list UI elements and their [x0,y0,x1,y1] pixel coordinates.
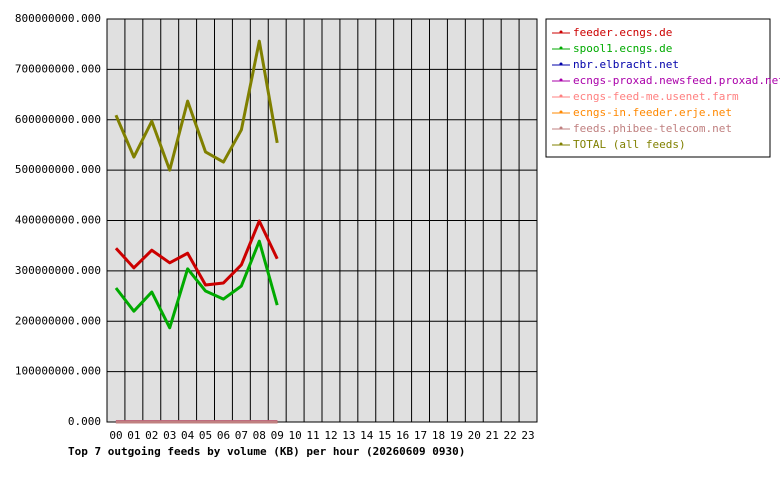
y-tick-label: 300000000.000 [15,264,101,277]
legend-marker [559,78,563,82]
y-tick-label: 200000000.000 [15,314,101,327]
y-tick-label: 0.000 [68,415,101,428]
x-tick-label: 11 [306,429,319,442]
y-tick-label: 700000000.000 [15,62,101,75]
x-tick-label: 16 [396,429,409,442]
x-tick-label: 01 [127,429,140,442]
legend-marker [559,126,563,130]
x-tick-label: 20 [468,429,481,442]
legend-marker [559,110,563,114]
legend-label: feeds.phibee-telecom.net [573,122,732,135]
x-tick-label: 03 [163,429,176,442]
legend-marker [559,94,563,98]
y-tick-label: 100000000.000 [15,365,101,378]
x-tick-label: 18 [432,429,445,442]
x-tick-label: 19 [450,429,463,442]
legend-label: nbr.elbracht.net [573,58,679,71]
x-tick-label: 10 [289,429,302,442]
legend-label: ecngs-proxad.newsfeed.proxad.net [573,74,780,87]
x-tick-label: 02 [145,429,158,442]
series-line [114,39,279,172]
x-tick-label: 12 [324,429,337,442]
x-tick-label: 04 [181,429,195,442]
y-tick-label: 800000000.000 [15,12,101,25]
x-tick-label: 08 [253,429,266,442]
x-tick-label: 05 [199,429,212,442]
legend-box [545,18,771,158]
x-tick-label: 15 [378,429,391,442]
x-tick-label: 22 [504,429,517,442]
legend-label: ecngs-in.feeder.erje.net [573,106,732,119]
x-tick-label: 07 [235,429,248,442]
y-tick-label: 500000000.000 [15,163,101,176]
x-tick-label: 17 [414,429,427,442]
x-tick-label: 14 [360,429,374,442]
legend-marker [559,62,563,66]
x-tick-label: 13 [342,429,355,442]
y-tick-label: 600000000.000 [15,113,101,126]
legend-label: ecngs-feed-me.usenet.farm [573,90,739,103]
x-tick-label: 00 [109,429,122,442]
legend-marker [559,30,563,34]
series-line [114,239,279,330]
legend-marker [559,46,563,50]
y-tick-label: 400000000.000 [15,214,101,227]
legend-label: feeder.ecngs.de [573,26,672,39]
x-tick-label: 06 [217,429,230,442]
legend-marker [559,142,563,146]
x-tick-label: 09 [271,429,284,442]
legend-label: spool1.ecngs.de [573,42,672,55]
legend-label: TOTAL (all feeds) [573,138,686,151]
x-tick-label: 23 [521,429,534,442]
x-tick-label: 21 [486,429,499,442]
chart-title: Top 7 outgoing feeds by volume (KB) per … [68,445,465,458]
series-line [114,219,279,287]
